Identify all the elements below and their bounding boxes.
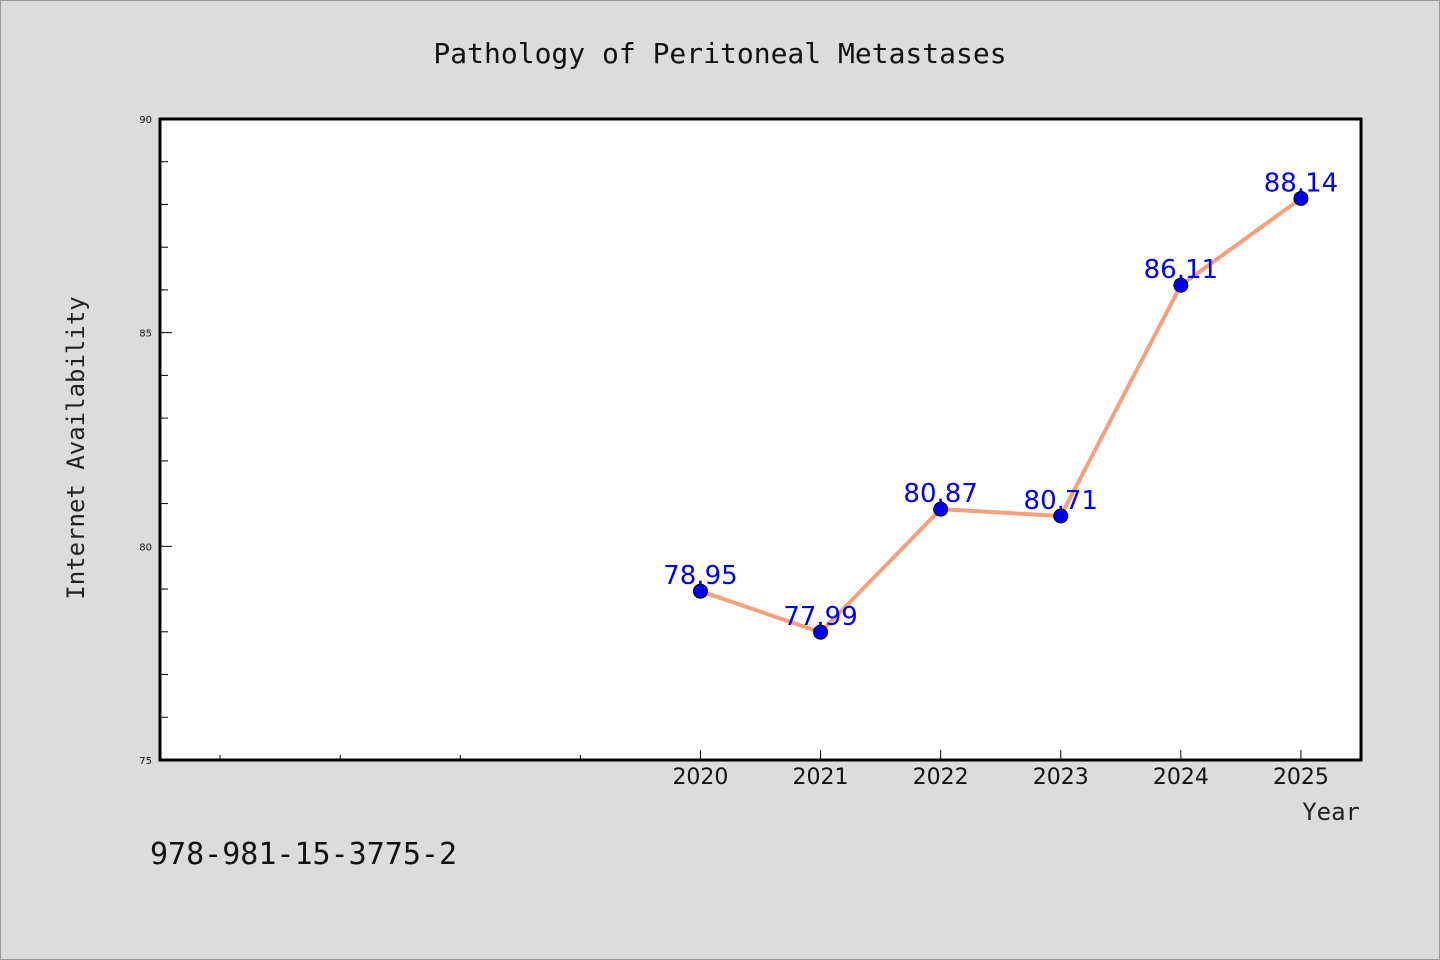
x-tick-label: 2022 bbox=[913, 765, 969, 790]
series-line bbox=[698, 196, 1303, 635]
x-tick-label: 2021 bbox=[793, 765, 849, 790]
data-point-marker bbox=[1053, 508, 1069, 524]
plot-border bbox=[158, 117, 1363, 762]
y-tick-label: 80 bbox=[139, 542, 152, 553]
data-label: 77.99 bbox=[783, 602, 857, 632]
chart-title: Pathology of Peritoneal Metastases bbox=[433, 37, 1006, 70]
x-tick-label: 2025 bbox=[1273, 765, 1329, 790]
x-tick-label: 2020 bbox=[672, 765, 728, 790]
series-line-layer bbox=[698, 196, 1303, 635]
data-label: 78.95 bbox=[663, 561, 737, 591]
data-label: 86.11 bbox=[1144, 255, 1218, 285]
data-label: 80.87 bbox=[903, 479, 977, 509]
x-tick-labels: 2020 2021 2022 2023 2024 2025 bbox=[672, 765, 1328, 790]
y-tick-label: 85 bbox=[139, 329, 152, 340]
data-point-marker bbox=[1173, 277, 1189, 293]
data-label: 88.14 bbox=[1264, 168, 1338, 198]
y-axis-label: Internet Availability bbox=[62, 296, 90, 599]
data-point-marker bbox=[692, 583, 708, 599]
x-tick-label: 2024 bbox=[1153, 765, 1209, 790]
y-tick-label: 90 bbox=[139, 115, 152, 126]
data-labels-layer: 78.95 77.99 80.87 80.71 86.11 88.14 bbox=[663, 168, 1338, 632]
data-point-marker bbox=[813, 624, 829, 640]
isbn-footer: 978-981-15-3775-2 bbox=[150, 837, 457, 872]
x-tick-label: 2023 bbox=[1033, 765, 1089, 790]
y-tick-label: 75 bbox=[139, 756, 152, 767]
plot-area bbox=[160, 119, 1361, 760]
markers-layer bbox=[692, 190, 1309, 640]
data-label: 80.71 bbox=[1024, 486, 1098, 516]
x-axis-label: Year bbox=[1302, 798, 1360, 826]
y-tick-labels: 75 80 85 90 bbox=[139, 115, 152, 767]
data-point-marker bbox=[933, 501, 949, 517]
data-point-marker bbox=[1293, 190, 1309, 206]
